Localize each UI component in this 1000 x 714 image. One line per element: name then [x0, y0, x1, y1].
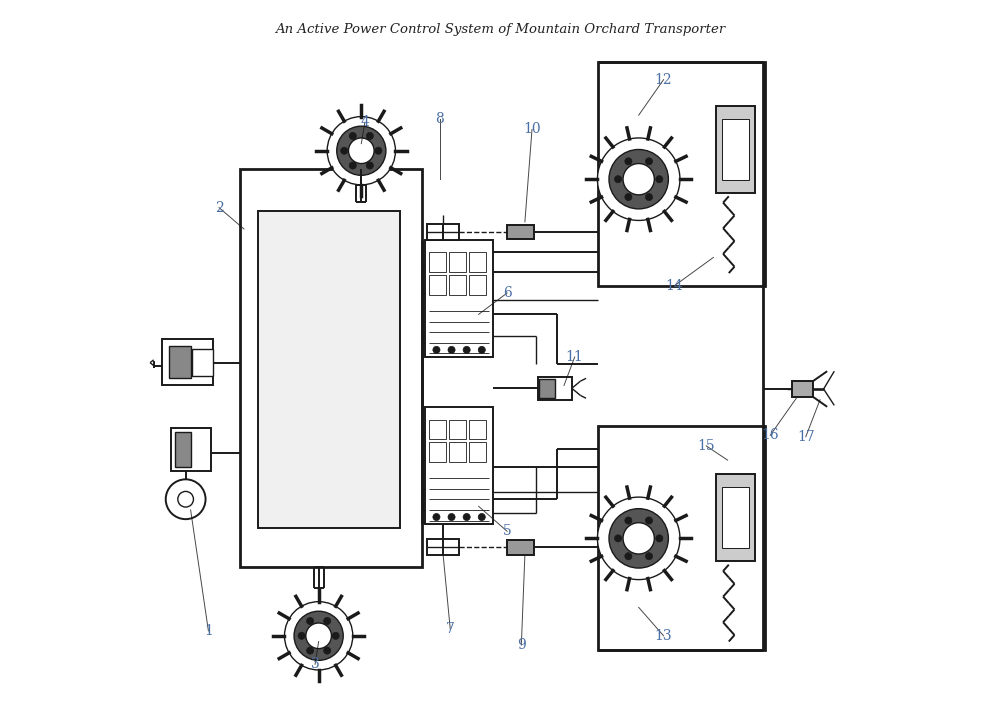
Bar: [192, 349, 213, 376]
Circle shape: [625, 553, 632, 560]
Circle shape: [324, 618, 331, 625]
Circle shape: [478, 346, 485, 353]
Circle shape: [597, 138, 680, 221]
Circle shape: [284, 602, 353, 670]
Circle shape: [166, 479, 206, 519]
Bar: [449, 420, 466, 439]
Circle shape: [178, 491, 193, 507]
Text: 4: 4: [360, 115, 369, 129]
Circle shape: [625, 158, 632, 165]
Circle shape: [324, 647, 331, 654]
Circle shape: [349, 132, 356, 139]
Circle shape: [327, 116, 395, 185]
Bar: [427, 224, 459, 240]
Circle shape: [463, 346, 470, 353]
Circle shape: [645, 553, 653, 560]
Text: 17: 17: [797, 430, 815, 443]
Bar: [429, 276, 446, 295]
Text: 8: 8: [435, 111, 444, 126]
Circle shape: [433, 513, 440, 521]
Circle shape: [366, 162, 373, 169]
Bar: [162, 339, 213, 386]
Circle shape: [609, 149, 668, 209]
Circle shape: [623, 164, 654, 195]
Circle shape: [478, 513, 485, 521]
Bar: [539, 379, 555, 398]
Bar: [175, 432, 191, 467]
Circle shape: [645, 193, 653, 201]
Bar: [722, 488, 749, 548]
Circle shape: [307, 618, 314, 625]
Bar: [722, 119, 749, 180]
Text: 16: 16: [761, 428, 779, 442]
Circle shape: [656, 176, 663, 183]
Circle shape: [463, 513, 470, 521]
Bar: [792, 381, 813, 397]
Bar: [449, 443, 466, 462]
Circle shape: [366, 132, 373, 139]
Bar: [469, 276, 486, 295]
Circle shape: [298, 632, 305, 639]
Circle shape: [307, 647, 314, 654]
Text: 1: 1: [204, 624, 213, 638]
Bar: [598, 426, 765, 650]
Circle shape: [656, 535, 663, 542]
Text: 6: 6: [503, 286, 511, 300]
Circle shape: [645, 517, 653, 524]
Bar: [427, 539, 459, 555]
Bar: [716, 106, 755, 193]
Bar: [169, 346, 191, 378]
Text: 15: 15: [697, 439, 715, 453]
Bar: [538, 377, 572, 400]
Bar: [240, 169, 422, 567]
Circle shape: [645, 158, 653, 165]
Circle shape: [623, 523, 654, 554]
Circle shape: [332, 632, 339, 639]
Text: 2: 2: [215, 201, 223, 215]
Bar: [425, 240, 493, 357]
Text: An Active Power Control System of Mountain Orchard Transporter: An Active Power Control System of Mounta…: [275, 24, 725, 36]
Bar: [258, 211, 400, 528]
Bar: [507, 540, 534, 555]
Bar: [425, 407, 493, 524]
Circle shape: [609, 508, 668, 568]
Circle shape: [615, 535, 622, 542]
Circle shape: [294, 611, 343, 660]
Text: 13: 13: [655, 629, 672, 643]
Circle shape: [337, 126, 386, 176]
Circle shape: [349, 162, 356, 169]
Circle shape: [375, 147, 382, 154]
Bar: [429, 420, 446, 439]
Text: 11: 11: [566, 350, 584, 364]
Text: 10: 10: [523, 122, 541, 136]
Circle shape: [625, 517, 632, 524]
Circle shape: [341, 147, 348, 154]
Bar: [449, 276, 466, 295]
Circle shape: [433, 346, 440, 353]
Bar: [429, 253, 446, 272]
Bar: [469, 253, 486, 272]
Text: 14: 14: [665, 279, 683, 293]
Circle shape: [448, 513, 455, 521]
Text: 5: 5: [503, 524, 511, 538]
Circle shape: [615, 176, 622, 183]
Bar: [716, 474, 755, 561]
Bar: [449, 253, 466, 272]
Circle shape: [597, 497, 680, 580]
Bar: [598, 62, 765, 286]
Text: 12: 12: [655, 73, 672, 86]
Circle shape: [625, 193, 632, 201]
Circle shape: [448, 346, 455, 353]
Text: 7: 7: [446, 622, 455, 635]
Circle shape: [349, 138, 374, 164]
Bar: [171, 428, 211, 471]
Bar: [469, 420, 486, 439]
Text: 3: 3: [311, 658, 319, 671]
Bar: [469, 443, 486, 462]
Circle shape: [306, 623, 331, 648]
Bar: [429, 443, 446, 462]
Text: 9: 9: [517, 638, 526, 652]
Bar: [507, 225, 534, 239]
